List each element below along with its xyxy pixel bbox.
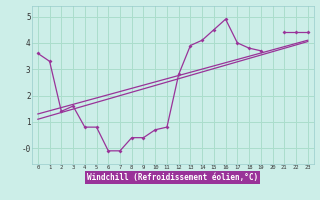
X-axis label: Windchill (Refroidissement éolien,°C): Windchill (Refroidissement éolien,°C)	[87, 173, 258, 182]
